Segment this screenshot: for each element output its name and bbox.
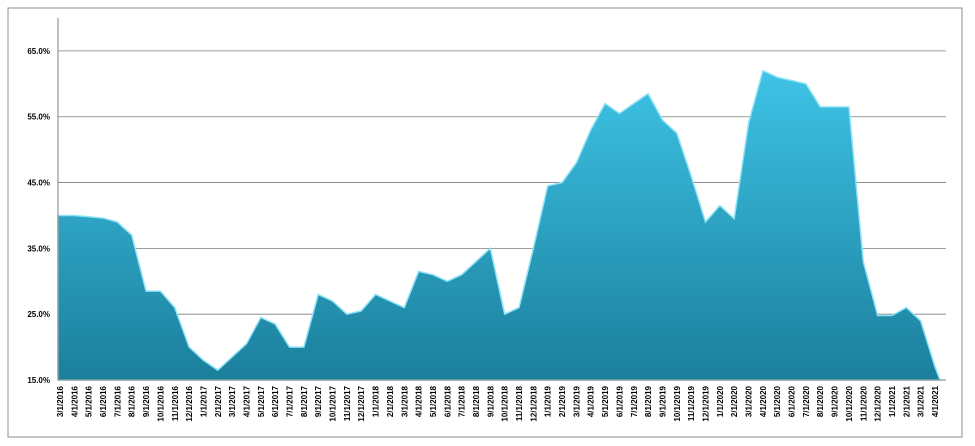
x-tick-label: 6/1/2018 <box>443 385 452 417</box>
x-tick-label: 6/1/2017 <box>271 385 280 417</box>
x-tick-label: 3/1/2019 <box>572 385 581 417</box>
x-tick-label: 6/1/2019 <box>615 385 624 417</box>
x-tick-label: 3/1/2018 <box>400 385 409 417</box>
x-tick-label: 9/1/2020 <box>831 385 840 417</box>
x-tick-label: 6/1/2020 <box>788 385 797 417</box>
x-tick-label: 5/1/2017 <box>257 385 266 417</box>
x-tick-label: 5/1/2016 <box>85 385 94 417</box>
x-tick-label: 4/1/2020 <box>759 385 768 417</box>
x-tick-label: 5/1/2019 <box>601 385 610 417</box>
x-tick-label: 12/1/2017 <box>357 385 366 421</box>
x-tick-label: 11/1/2017 <box>343 385 352 421</box>
x-tick-label: 7/1/2020 <box>802 385 811 417</box>
y-tick-label: 45.0% <box>27 179 50 188</box>
x-tick-label: 8/1/2017 <box>300 385 309 417</box>
x-tick-label: 4/1/2021 <box>931 385 940 417</box>
x-tick-label: 2/1/2019 <box>558 385 567 417</box>
x-tick-label: 4/1/2016 <box>70 385 79 417</box>
x-tick-label: 1/1/2021 <box>888 385 897 417</box>
area <box>57 69 942 381</box>
x-tick-label: 12/1/2019 <box>701 385 710 421</box>
x-tick-label: 10/1/2016 <box>156 385 165 421</box>
x-tick-label: 7/1/2019 <box>630 385 639 417</box>
y-tick-label: 55.0% <box>27 113 50 122</box>
x-tick-label: 11/1/2016 <box>171 385 180 421</box>
x-tick-label: 10/1/2017 <box>329 385 338 421</box>
x-tick-label: 6/1/2016 <box>99 385 108 417</box>
x-tick-label: 12/1/2016 <box>185 385 194 421</box>
x-tick-label: 12/1/2018 <box>529 385 538 421</box>
x-tick-label: 1/1/2019 <box>544 385 553 417</box>
x-tick-label: 9/1/2019 <box>658 385 667 417</box>
x-tick-label: 8/1/2019 <box>644 385 653 417</box>
x-tick-label: 11/1/2019 <box>687 385 696 421</box>
x-tick-label: 2/1/2021 <box>902 385 911 417</box>
x-tick-label: 7/1/2016 <box>113 385 122 417</box>
x-tick-label: 3/1/2017 <box>228 385 237 417</box>
x-tick-label: 10/1/2018 <box>501 385 510 421</box>
x-tick-label: 1/1/2017 <box>199 385 208 417</box>
y-tick-label: 65.0% <box>27 47 50 56</box>
x-tick-label: 11/1/2020 <box>859 385 868 421</box>
x-tick-label: 5/1/2018 <box>429 385 438 417</box>
x-tick-label: 9/1/2017 <box>314 385 323 417</box>
y-tick-label: 15.0% <box>27 376 50 385</box>
x-tick-label: 12/1/2020 <box>874 385 883 421</box>
x-tick-label: 4/1/2018 <box>415 385 424 417</box>
x-tick-label: 4/1/2017 <box>242 385 251 417</box>
x-tick-label: 5/1/2020 <box>773 385 782 417</box>
x-tick-label: 7/1/2018 <box>458 385 467 417</box>
x-tick-label: 4/1/2019 <box>587 385 596 417</box>
y-tick-label: 35.0% <box>27 244 50 253</box>
frame <box>7 7 963 438</box>
x-tick-label: 10/1/2020 <box>845 385 854 421</box>
x-tick-label: 3/1/2020 <box>745 385 754 417</box>
x-tick-label: 2/1/2020 <box>730 385 739 417</box>
x-tick-label: 1/1/2018 <box>372 385 381 417</box>
x-tick-label: 2/1/2017 <box>214 385 223 417</box>
x-tick-label: 9/1/2018 <box>486 385 495 417</box>
x-tick-label: 9/1/2016 <box>142 385 151 417</box>
x-tick-label: 8/1/2018 <box>472 385 481 417</box>
x-tick-label: 1/1/2020 <box>716 385 725 417</box>
x-tick-label: 10/1/2019 <box>673 385 682 421</box>
x-tick-label: 3/1/2021 <box>917 385 926 417</box>
x-tick-label: 7/1/2017 <box>286 385 295 417</box>
x-tick-label: 8/1/2016 <box>128 385 137 417</box>
x-tick-label: 8/1/2020 <box>816 385 825 417</box>
x-tick-label: 2/1/2018 <box>386 385 395 417</box>
y-tick-label: 25.0% <box>27 310 50 319</box>
x-tick-label: 3/1/2016 <box>56 385 65 417</box>
x-tick-label: 11/1/2018 <box>515 385 524 421</box>
